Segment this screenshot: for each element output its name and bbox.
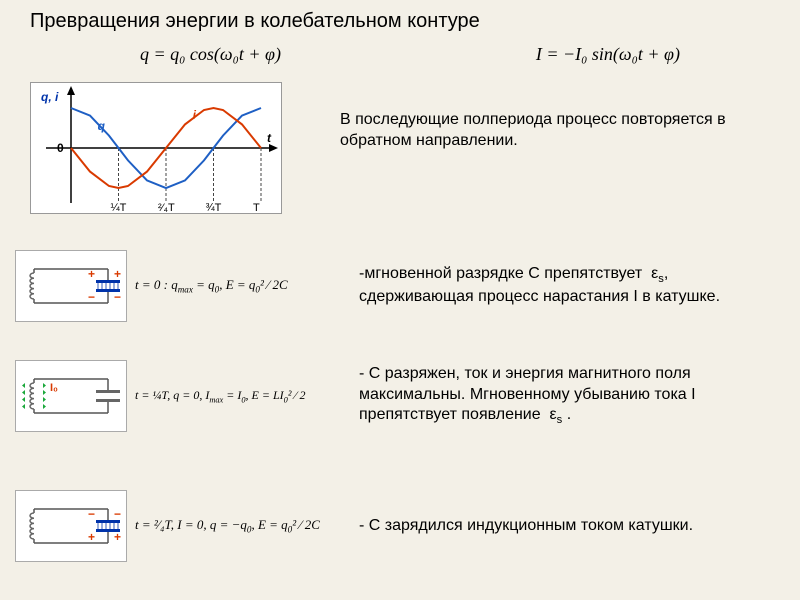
stage-1-desc-text: мгновенной разрядке С препятствует εs, с… [359,265,720,305]
circuit-diagram-2: I₀ [15,360,127,432]
stage-2-prefix: - [359,365,369,382]
svg-text:−: − [114,290,121,304]
stage-3-formula: t = ²⁄₄T, I = 0, q = −q0, E = q0² ⁄ 2C [127,515,353,537]
svg-text:0: 0 [57,141,64,155]
stage-2-desc: - С разряжен, ток и энергия магнитного п… [353,364,785,428]
stage-1-formula: t = 0 : qmax = q0, E = q0² ⁄ 2C [127,275,353,297]
stage-2-formula: t = ¼T, q = 0, Imax = I0, E = LI0² ⁄ 2 [127,386,353,407]
page-title: Превращения энергии в колебательном конт… [30,10,480,33]
svg-text:q: q [98,119,106,133]
graph-svg: q, it0¼T²⁄₄T¾TTqi [31,83,281,213]
svg-text:¼T: ¼T [111,202,127,213]
stage-3-desc: - С зарядился индукционным током катушки… [353,516,785,537]
svg-text:I₀: I₀ [50,382,58,394]
page-root: Превращения энергии в колебательном конт… [0,0,800,600]
stage-row-1: + − + − t = 0 : qmax = q0, E = q0² ⁄ 2C -мг… [15,250,785,322]
graph-caption: В последующие полпериода процесс повторя… [340,110,760,152]
stage-row-3: − + − + t = ²⁄₄T, I = 0, q = −q0, E = q0² ⁄… [15,490,785,562]
svg-text:−: − [88,290,95,304]
stage-3-desc-text: С зарядился индукционным током катушки. [369,517,693,534]
circuit-diagram-3: − + − + [15,490,127,562]
circuit-svg-1: + − + − [16,251,126,321]
svg-text:q, i: q, i [41,90,59,104]
svg-text:+: + [114,267,121,281]
svg-text:T: T [253,202,260,213]
top-formula-row: q = q₀ cos(ω₀t + φ) I = −I₀ sin(ω₀t + φ) [140,44,680,65]
formula-q: q = q₀ cos(ω₀t + φ) [140,44,281,65]
svg-text:+: + [88,267,95,281]
svg-text:−: − [114,507,121,521]
formula-i: I = −I₀ sin(ω₀t + φ) [536,44,680,65]
svg-text:+: + [114,530,121,544]
svg-text:t: t [267,131,272,145]
circuit-svg-2: I₀ [16,361,126,431]
svg-text:²⁄₄T: ²⁄₄T [158,202,175,213]
stage-3-prefix: - [359,517,369,534]
stage-1-desc: -мгновенной разрядке С препятствует εs, … [353,264,785,308]
svg-text:+: + [88,530,95,544]
stage-row-2: I₀ t = ¼T, q = 0, Imax = I0, E = LI0² ⁄ … [15,360,785,432]
circuit-diagram-1: + − + − [15,250,127,322]
oscillation-graph: q, it0¼T²⁄₄T¾TTqi [30,82,282,214]
stage-2-desc-text: С разряжен, ток и энергия магнитного пол… [359,365,696,424]
svg-text:¾T: ¾T [206,202,222,213]
circuit-svg-3: − + − + [16,491,126,561]
svg-text:−: − [88,507,95,521]
